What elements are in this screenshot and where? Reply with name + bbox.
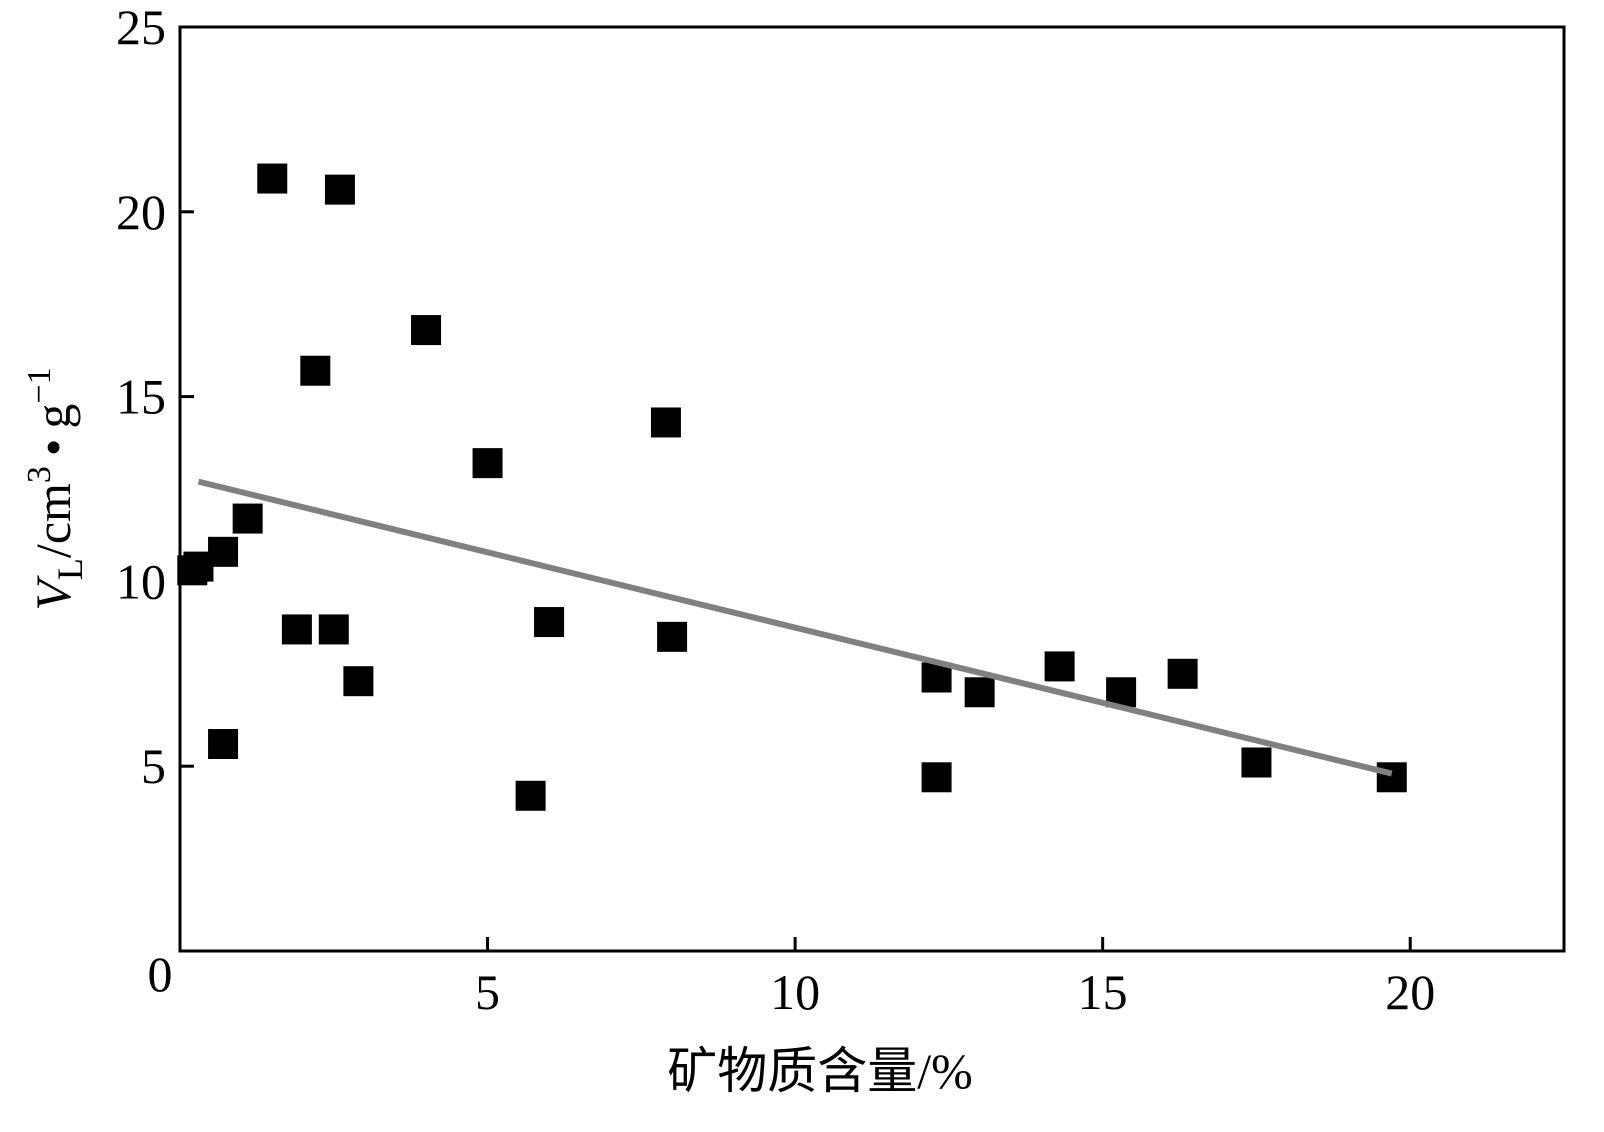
- data-point: [232, 503, 263, 534]
- data-point: [650, 407, 681, 438]
- data-point: [411, 315, 442, 346]
- y-tick-label: 15: [116, 369, 166, 425]
- y-axis-unit-a-sup: 3: [21, 466, 58, 483]
- x-axis: 0 5 10 15 20: [148, 937, 1435, 1020]
- data-point: [324, 174, 355, 205]
- x-axis-title: 矿物质含量/%: [667, 1043, 973, 1099]
- data-point: [515, 780, 546, 811]
- x-tick-label: 10: [770, 964, 820, 1020]
- data-point: [300, 355, 331, 386]
- data-point: [1241, 747, 1272, 778]
- data-points: [177, 163, 1407, 811]
- data-point: [921, 762, 952, 793]
- y-axis-var: V: [25, 575, 81, 611]
- data-point: [281, 614, 312, 645]
- y-axis-dot: •: [25, 439, 81, 457]
- svg-text:VL/cm3•g−1: VL/cm3 • g−1: [21, 367, 90, 610]
- data-point: [657, 621, 688, 652]
- data-point: [257, 163, 288, 194]
- data-point: [208, 536, 239, 567]
- x-tick-label: 15: [1078, 964, 1128, 1020]
- y-tick-label: 5: [141, 738, 166, 794]
- scatter-chart: 0 5 10 15 20 5 10 15 20 25 矿物质含量/% VL/cm3 • g−1: [21, 0, 1566, 1099]
- x-tick-label: 0: [148, 946, 173, 1002]
- y-axis-title: VL/cm3 • g−1: [21, 367, 90, 610]
- data-point: [318, 614, 349, 645]
- data-point: [1167, 658, 1198, 689]
- x-tick-label: 20: [1385, 964, 1435, 1020]
- y-axis-unit-b-sup: −1: [21, 367, 58, 403]
- data-point: [534, 607, 565, 638]
- data-point: [472, 448, 503, 479]
- y-axis-var-sub: L: [50, 558, 90, 580]
- data-point: [343, 666, 374, 697]
- data-point: [208, 729, 239, 760]
- y-tick-label: 20: [116, 184, 166, 240]
- y-tick-label: 10: [116, 553, 166, 609]
- plot-area: [178, 25, 1566, 953]
- data-point: [1376, 762, 1407, 793]
- y-axis: 5 10 15 20 25: [116, 0, 194, 794]
- data-point: [1044, 651, 1075, 682]
- y-axis-unit-a: /cm: [25, 483, 81, 558]
- x-tick-label: 5: [475, 964, 500, 1020]
- y-axis-unit-b: g: [25, 404, 81, 429]
- trendline: [197, 478, 1393, 777]
- y-tick-label: 25: [116, 0, 166, 55]
- trendline-layer: [197, 478, 1393, 777]
- data-point: [964, 677, 995, 708]
